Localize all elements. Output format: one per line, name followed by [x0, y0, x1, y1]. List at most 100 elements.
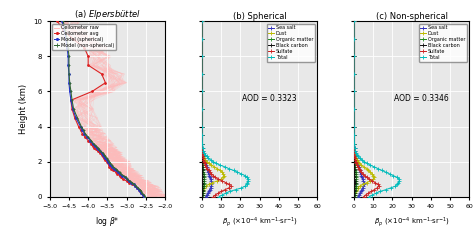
- Sulfate: [351, 73, 357, 75]
- Model (non-spherical): [71, 108, 76, 110]
- Sea salt: [200, 150, 206, 153]
- Black carbon: [351, 159, 357, 161]
- Model (non-spherical): [85, 136, 91, 138]
- Organic matter: [351, 55, 357, 58]
- Total: [351, 125, 357, 128]
- Sulfate: [210, 174, 216, 177]
- Organic matter: [200, 167, 206, 170]
- Model (spherical): [82, 132, 87, 135]
- Ceilometer avg: [105, 162, 111, 165]
- Dust: [351, 146, 357, 149]
- Sea salt: [360, 187, 365, 189]
- Black carbon: [351, 108, 357, 110]
- Model (non-spherical): [108, 162, 113, 165]
- Black carbon: [351, 73, 357, 75]
- Sulfate: [355, 165, 361, 168]
- Model (spherical): [65, 55, 71, 58]
- Ceilometer avg: [72, 116, 78, 119]
- Ceilometer avg: [70, 37, 76, 40]
- Model (spherical): [92, 144, 98, 147]
- Organic matter: [200, 164, 206, 167]
- Dust: [365, 169, 371, 172]
- Total: [371, 165, 377, 168]
- Black carbon: [352, 173, 357, 175]
- Total: [201, 150, 206, 153]
- Sea salt: [201, 153, 206, 156]
- Black carbon: [199, 134, 205, 137]
- Dust: [201, 157, 207, 160]
- Organic matter: [199, 20, 205, 23]
- Dust: [352, 151, 357, 154]
- Sulfate: [354, 164, 360, 167]
- Organic matter: [199, 143, 205, 146]
- Dust: [351, 37, 357, 40]
- Black carbon: [351, 195, 357, 198]
- Dust: [367, 179, 373, 182]
- Model (spherical): [68, 99, 74, 102]
- Total: [199, 73, 205, 75]
- Black carbon: [200, 171, 205, 173]
- Dust: [200, 194, 205, 196]
- Total: [396, 179, 402, 182]
- Model (spherical): [119, 174, 125, 177]
- Sea salt: [207, 176, 213, 179]
- Total: [395, 181, 401, 184]
- Sea salt: [199, 90, 205, 93]
- Sea salt: [356, 164, 361, 167]
- Total: [377, 190, 383, 193]
- Sea salt: [360, 178, 365, 181]
- Model (non-spherical): [138, 190, 144, 193]
- Sulfate: [200, 155, 206, 158]
- Organic matter: [200, 157, 205, 160]
- Model (non-spherical): [129, 181, 135, 184]
- Sulfate: [212, 194, 218, 196]
- Sulfate: [200, 153, 205, 156]
- Sea salt: [357, 171, 363, 173]
- Black carbon: [199, 195, 205, 198]
- Total: [205, 157, 211, 160]
- Black carbon: [200, 181, 205, 184]
- Ceilometer avg: [118, 176, 124, 179]
- Sulfate: [200, 157, 206, 160]
- Organic matter: [351, 146, 357, 149]
- Sea salt: [206, 173, 211, 175]
- Sea salt: [199, 73, 205, 75]
- Sea salt: [352, 146, 357, 149]
- Sea salt: [205, 169, 210, 172]
- Model (spherical): [94, 146, 100, 149]
- Ceilometer avg: [82, 46, 87, 49]
- Sea salt: [351, 125, 357, 128]
- Sea salt: [203, 164, 209, 167]
- Organic matter: [199, 125, 205, 128]
- Model (spherical): [78, 125, 83, 128]
- Sulfate: [212, 176, 218, 179]
- Legend: Sea salt, Dust, Organic matter, Black carbon, Sulfate, Total: Sea salt, Dust, Organic matter, Black ca…: [266, 24, 315, 62]
- Total: [199, 125, 205, 128]
- Dust: [199, 146, 205, 149]
- Model (spherical): [141, 195, 147, 198]
- Sulfate: [365, 192, 371, 195]
- Total: [394, 183, 400, 186]
- Organic matter: [352, 159, 357, 161]
- Model (non-spherical): [66, 73, 72, 75]
- Black carbon: [351, 160, 357, 163]
- Model (non-spherical): [127, 179, 133, 182]
- Sea salt: [200, 143, 205, 146]
- Sulfate: [357, 169, 363, 172]
- Black carbon: [351, 192, 357, 195]
- Dust: [353, 190, 358, 193]
- Ceilometer avg: [124, 179, 129, 182]
- Dust: [354, 188, 359, 191]
- Model (spherical): [108, 164, 113, 167]
- Model (non-spherical): [67, 81, 73, 84]
- Model (spherical): [135, 187, 140, 189]
- Sulfate: [351, 108, 357, 110]
- Sea salt: [199, 134, 205, 137]
- Line: Organic matter: Organic matter: [352, 20, 358, 198]
- Total: [375, 167, 381, 170]
- Dust: [371, 176, 377, 179]
- Dust: [199, 90, 205, 93]
- Total: [245, 179, 251, 182]
- Line: Black carbon: Black carbon: [200, 20, 204, 198]
- Sea salt: [200, 151, 206, 154]
